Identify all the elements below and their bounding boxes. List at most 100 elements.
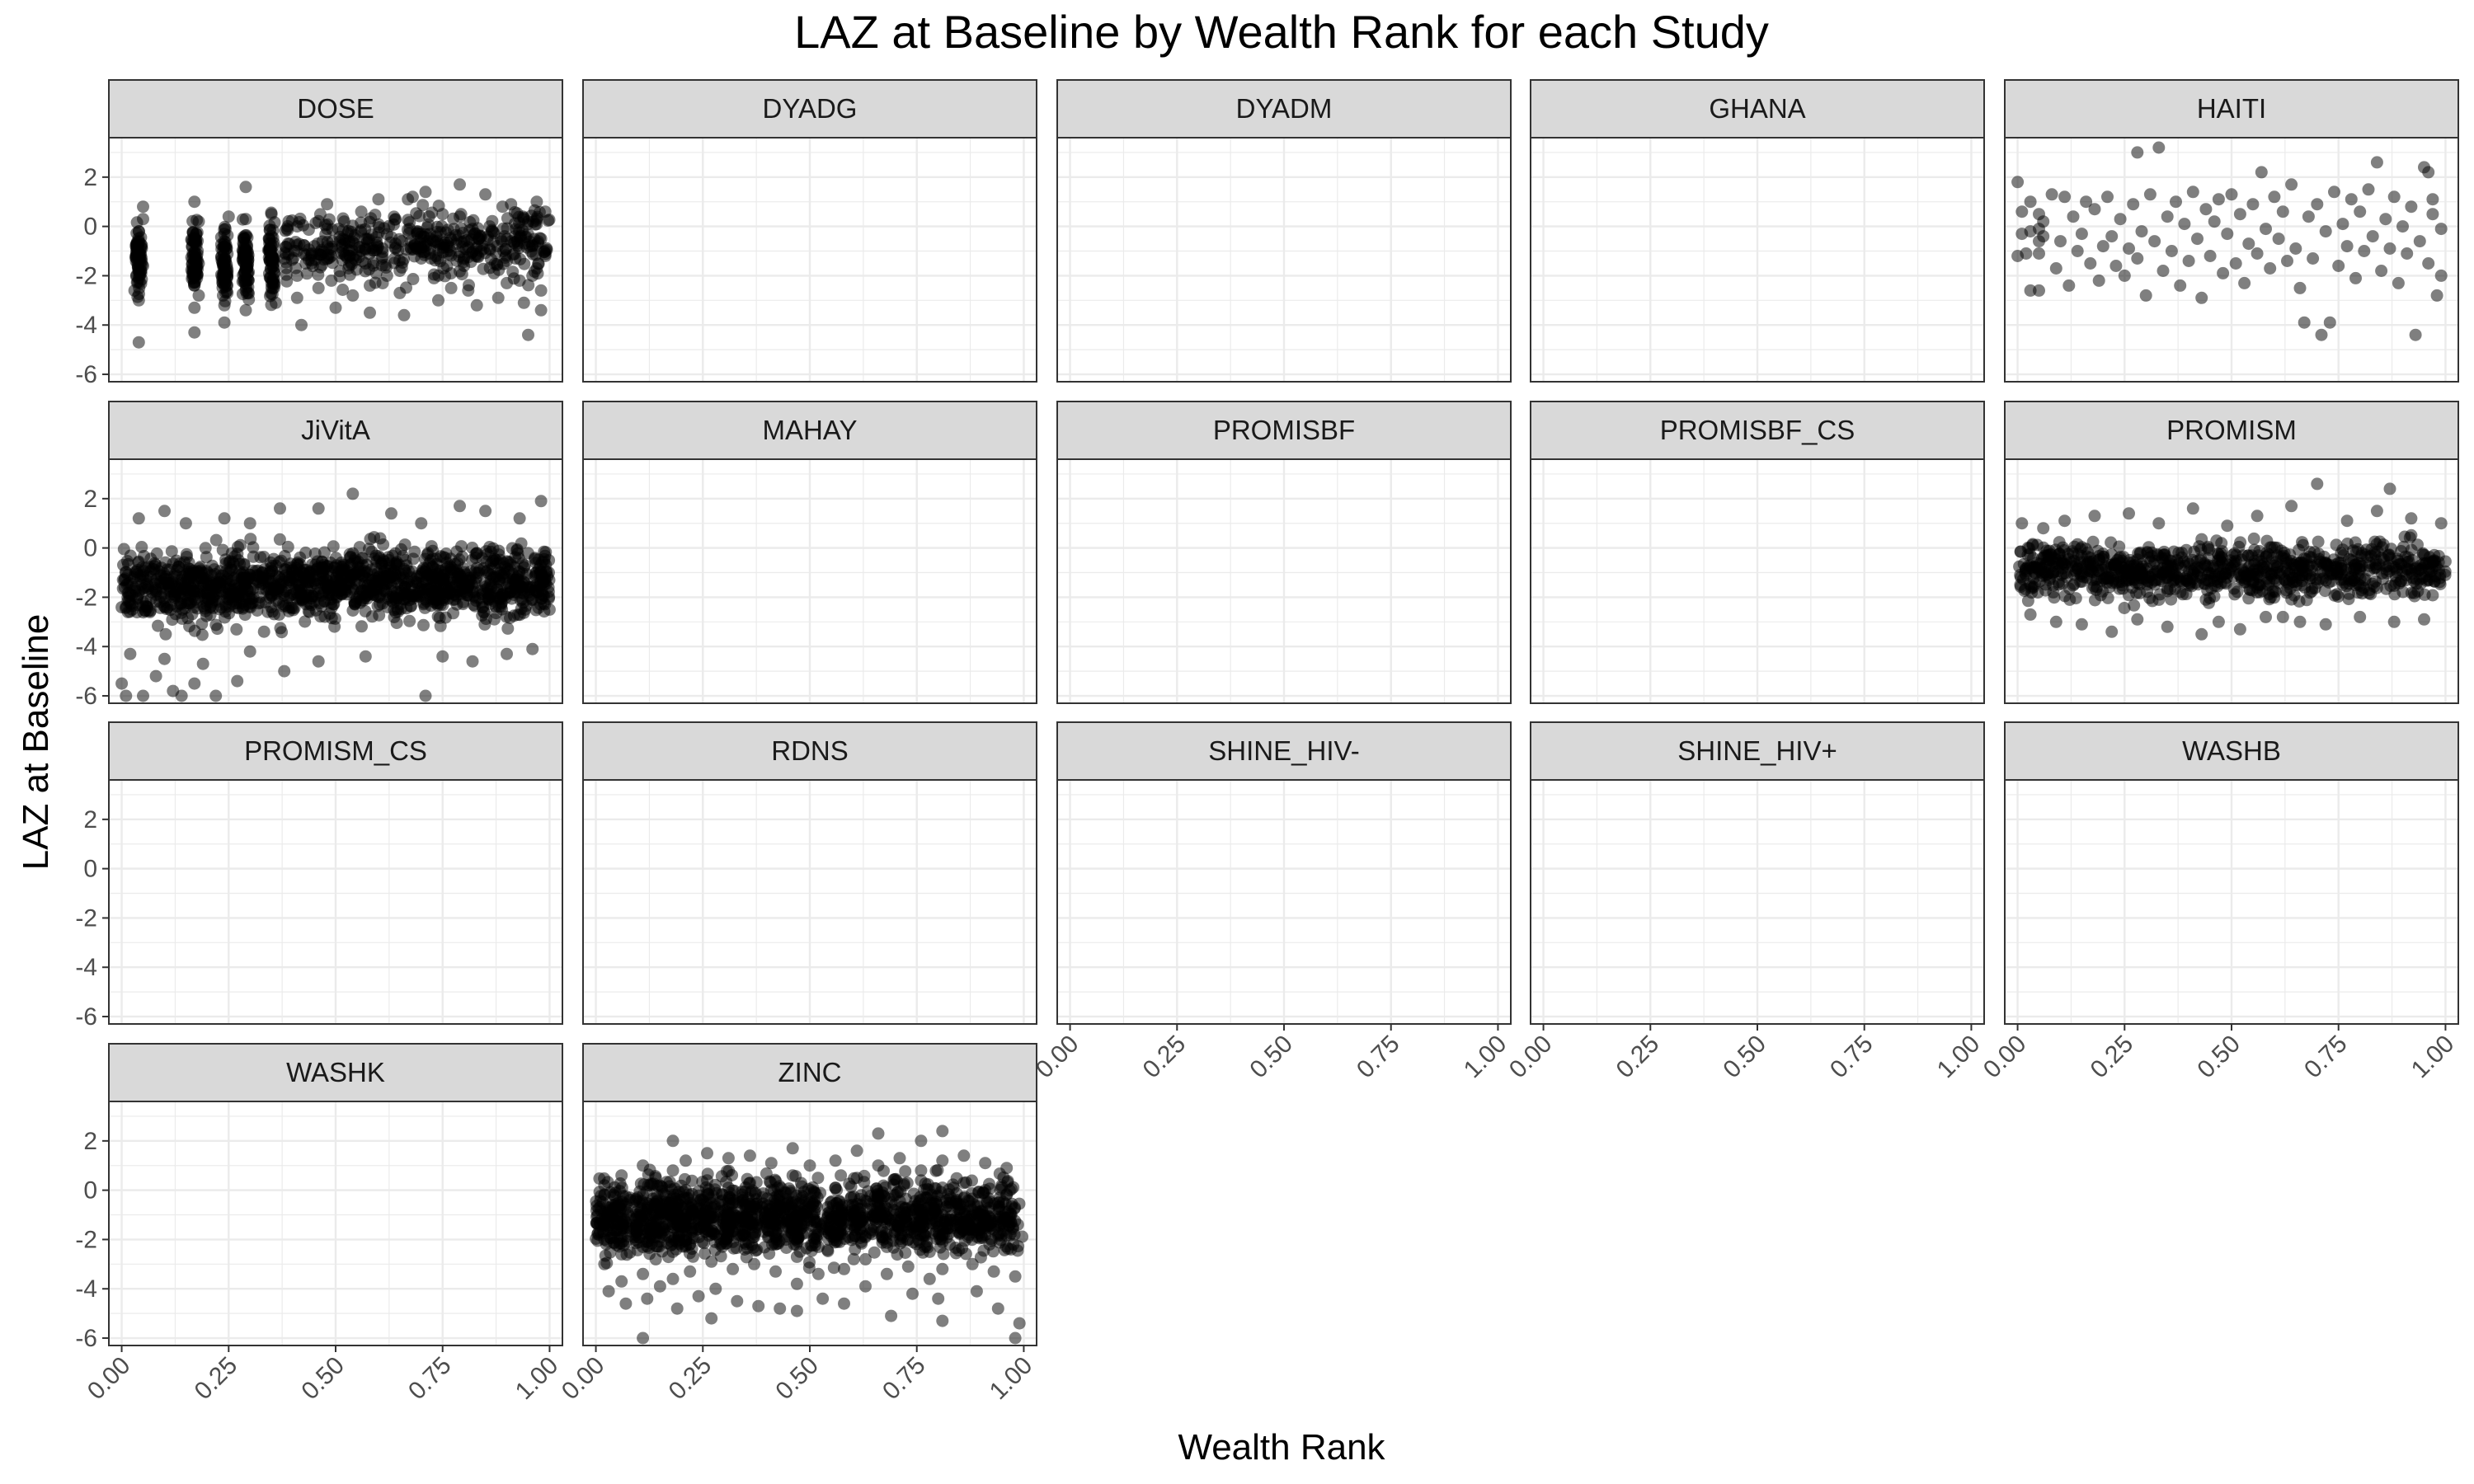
data-point <box>2354 572 2367 585</box>
data-point <box>2161 620 2174 633</box>
data-point <box>363 542 375 556</box>
data-point <box>2024 608 2037 621</box>
data-point <box>337 562 350 575</box>
data-point <box>2212 193 2225 206</box>
data-point <box>440 260 454 272</box>
data-point <box>501 622 515 635</box>
x-tick-label: 1.00 <box>1459 1031 1512 1084</box>
data-point <box>2336 218 2349 231</box>
data-point <box>408 545 421 558</box>
data-point <box>257 625 270 638</box>
facet-strip <box>2004 79 2459 139</box>
data-point <box>478 618 492 631</box>
data-point <box>501 276 513 289</box>
data-point <box>2217 266 2230 279</box>
facet-label: WASHK <box>286 1057 385 1087</box>
data-point <box>2084 257 2097 270</box>
data-point <box>239 213 252 226</box>
data-point <box>143 605 157 618</box>
data-point <box>2277 552 2290 565</box>
data-point <box>534 303 548 317</box>
data-point <box>239 181 252 194</box>
x-tick-label: 0.00 <box>1031 1031 1084 1084</box>
data-point <box>165 545 178 558</box>
data-point <box>2178 218 2191 231</box>
data-point <box>534 284 548 297</box>
data-point <box>2190 561 2204 574</box>
data-point <box>2288 589 2301 602</box>
facet-panel: HAITI <box>2004 79 2459 383</box>
y-tick-label: -6 <box>75 1325 97 1352</box>
data-point <box>416 575 429 589</box>
data-point <box>355 620 368 633</box>
data-point <box>2037 230 2050 243</box>
data-point <box>411 588 424 601</box>
data-point <box>2428 554 2441 567</box>
data-point <box>2340 514 2354 528</box>
data-point <box>337 215 350 228</box>
data-point <box>483 220 496 233</box>
data-point <box>359 257 372 270</box>
data-point <box>275 554 288 567</box>
panel-border <box>1056 137 1512 383</box>
data-point <box>2422 257 2435 270</box>
data-point <box>419 186 432 199</box>
data-point <box>239 262 252 275</box>
data-point <box>2392 276 2405 289</box>
data-point <box>137 689 149 702</box>
y-tick-label: -6 <box>75 683 97 710</box>
data-point <box>2108 558 2121 571</box>
x-tick-label: 0.25 <box>190 1352 243 1406</box>
data-point <box>2311 477 2324 491</box>
data-point <box>222 210 235 223</box>
data-point <box>2045 188 2058 201</box>
data-point <box>2086 581 2099 594</box>
data-point <box>218 512 231 525</box>
facet-panel: GHANA <box>1530 79 1985 383</box>
data-point <box>2260 534 2274 547</box>
x-tick-label: 0.00 <box>82 1352 136 1406</box>
data-point <box>2161 210 2174 223</box>
data-point <box>2358 245 2371 257</box>
data-point <box>2317 558 2331 571</box>
data-point <box>2159 558 2172 571</box>
data-point <box>444 281 458 294</box>
data-point <box>2128 599 2141 612</box>
data-point <box>454 178 466 191</box>
data-point <box>314 610 327 623</box>
data-point <box>2011 176 2025 189</box>
data-point <box>317 546 331 559</box>
data-point <box>273 533 286 546</box>
data-point <box>294 584 308 597</box>
data-point <box>2266 585 2279 598</box>
data-point <box>803 1256 816 1269</box>
data-point <box>128 284 141 297</box>
data-point <box>2315 328 2328 341</box>
data-point <box>403 614 416 627</box>
data-point <box>2204 250 2217 262</box>
data-point <box>2260 610 2272 623</box>
data-point <box>343 547 356 561</box>
x-tick-label: 0.50 <box>2192 1031 2246 1084</box>
data-point <box>142 561 155 574</box>
data-point <box>2175 561 2188 575</box>
data-point <box>2439 565 2452 578</box>
data-point <box>512 565 525 578</box>
data-point <box>2252 549 2265 562</box>
data-point <box>132 512 145 525</box>
data-point <box>188 301 201 314</box>
facet-label: ZINC <box>778 1057 842 1087</box>
y-tick-label: 0 <box>83 1177 97 1205</box>
data-point <box>2229 257 2242 270</box>
data-point <box>244 533 257 546</box>
data-point <box>230 622 243 636</box>
data-point <box>2307 546 2321 559</box>
data-point <box>389 237 402 251</box>
data-point <box>2131 252 2144 265</box>
facet-panel: PROMISBF_CS <box>1530 401 1985 704</box>
data-point <box>458 260 471 272</box>
data-point <box>2109 260 2123 272</box>
data-point <box>2336 578 2349 591</box>
data-point <box>479 505 492 518</box>
